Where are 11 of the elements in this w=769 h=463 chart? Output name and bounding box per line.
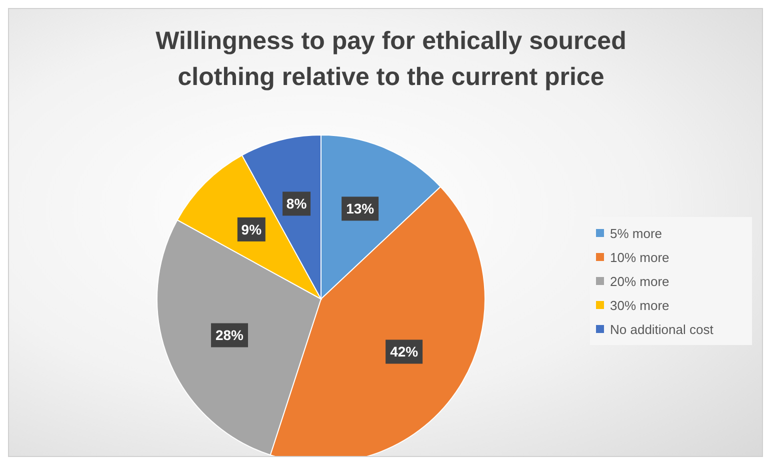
data-label: 28% [215,327,244,344]
legend-label: 30% more [610,298,670,312]
data-label: 42% [390,344,419,360]
chart-title: Willingness to pay for ethically sourced clothing relative to the current price [154,26,628,93]
data-label: 9% [241,221,262,238]
legend-label: 10% more [610,250,670,264]
legend-label: No additional cost [610,322,714,336]
legend-label: 5% more [610,226,662,240]
data-label: 8% [286,196,308,212]
data-label: 13% [346,200,375,217]
legend-label: 20% more [610,274,670,288]
